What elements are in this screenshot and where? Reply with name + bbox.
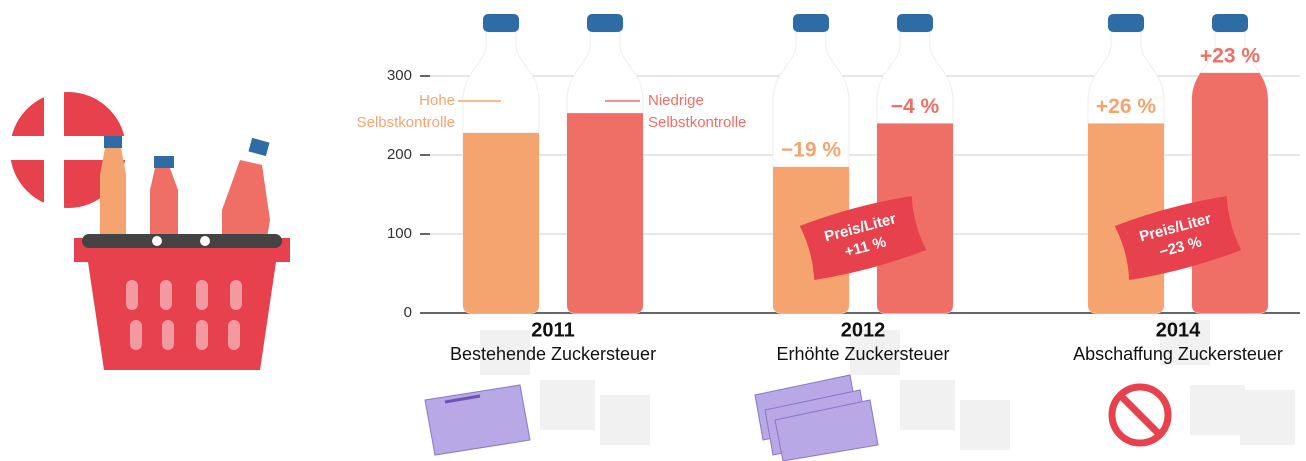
y-tick-label: 100 bbox=[387, 225, 412, 242]
category-description: Erhöhte Zuckersteuer bbox=[776, 344, 949, 364]
bottle-cap bbox=[1108, 14, 1144, 32]
value-label: +26 % bbox=[1096, 95, 1156, 118]
y-tick-label: 200 bbox=[387, 146, 412, 163]
legend-entry: Hohe Selbstkontrolle bbox=[356, 92, 455, 131]
y-tick-label: 300 bbox=[387, 67, 412, 84]
price-tag-shape bbox=[799, 195, 927, 281]
bottle-cap bbox=[897, 14, 933, 32]
price-tag-shape bbox=[1114, 195, 1242, 281]
denmark-basket-illustration bbox=[10, 92, 290, 370]
value-label: −19 % bbox=[781, 138, 841, 161]
bar bbox=[1192, 72, 1268, 313]
x-tick-label: 2011 bbox=[531, 319, 574, 341]
banknote-icons bbox=[424, 374, 879, 461]
category-description: Abschaffung Zuckersteuer bbox=[1073, 344, 1283, 364]
no-sign-icon bbox=[1108, 383, 1172, 447]
bottle-cap bbox=[1212, 14, 1248, 32]
bottle-cap bbox=[483, 14, 519, 32]
value-label: −4 % bbox=[891, 95, 940, 118]
price-tag: Preis/Liter−23 % bbox=[1114, 195, 1242, 281]
value-label: +23 % bbox=[1200, 44, 1260, 67]
price-tag: Preis/Liter+11 % bbox=[799, 195, 927, 281]
sugar-cubes bbox=[480, 320, 1295, 450]
category-description: Bestehende Zuckersteuer bbox=[450, 344, 656, 364]
x-tick-label: 2014 bbox=[1156, 319, 1201, 341]
bottle-cap bbox=[587, 14, 623, 32]
legend-entry: Niedrige Selbstkontrolle bbox=[648, 92, 747, 131]
x-tick-label: 2012 bbox=[841, 319, 886, 341]
bottle-cap bbox=[793, 14, 829, 32]
bar bbox=[567, 113, 643, 313]
bar bbox=[463, 132, 539, 313]
y-tick-label: 0 bbox=[404, 304, 412, 321]
